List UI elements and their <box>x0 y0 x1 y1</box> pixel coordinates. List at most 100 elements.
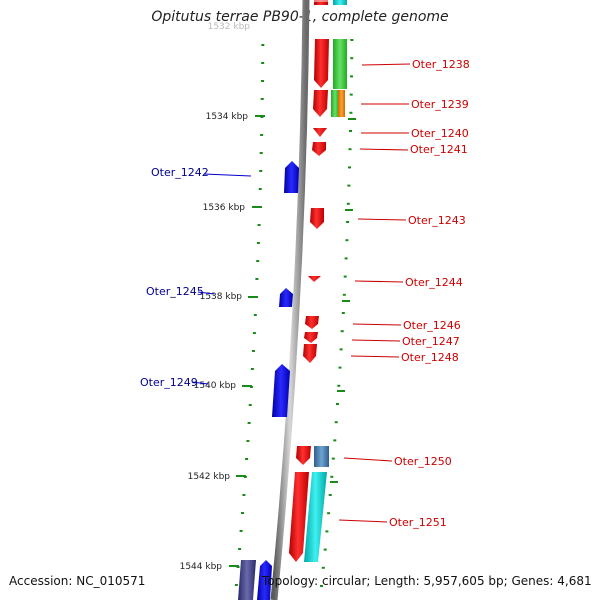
minor-tick-left-30 <box>234 584 238 586</box>
gene-oter-1238 <box>314 39 329 88</box>
minor-tick-left-17 <box>251 350 255 352</box>
minor-tick-right-19 <box>337 384 341 387</box>
minor-tick-left-2 <box>261 80 264 82</box>
minor-tick-left-20 <box>248 404 252 406</box>
minor-tick-right-27 <box>325 530 329 533</box>
minor-tick-right-15 <box>341 312 345 314</box>
minor-tick-right-4 <box>349 111 353 114</box>
scale-label-1534: 1534 kbp <box>206 112 249 122</box>
scale-label-1538: 1538 kbp <box>200 292 243 302</box>
gene-bottom-partial-navy <box>238 560 256 600</box>
label-oter-1240: Oter_1240 <box>411 127 469 140</box>
scale-ticks-right <box>320 39 354 587</box>
minor-tick-right-25 <box>328 494 332 496</box>
gene-oter-1245 <box>279 288 293 307</box>
minor-tick-right-17 <box>339 348 343 351</box>
leader-oter-1245 <box>197 291 215 295</box>
minor-tick-left-5 <box>260 134 264 136</box>
gene-oter-1239 <box>313 90 328 117</box>
gene-oter-1248 <box>303 344 317 363</box>
minor-tick-left-16 <box>252 332 256 334</box>
minor-tick-right-30 <box>320 585 323 587</box>
cds-green-2 <box>331 90 339 117</box>
minor-tick-right-24 <box>330 475 334 478</box>
minor-tick-right-0 <box>350 39 354 41</box>
gene-top-partial-highlight <box>314 0 328 2</box>
label-oter-1243: Oter_1243 <box>408 214 466 227</box>
minor-tick-left-13 <box>255 278 259 280</box>
gene-oter-1246 <box>305 316 319 329</box>
minor-tick-left-0 <box>261 44 265 46</box>
gene-oter-1243 <box>310 208 324 229</box>
leader-oter-1247 <box>351 339 401 342</box>
leader-oter-1244 <box>354 280 404 283</box>
scale-label-1532: 1532 kbp <box>208 22 251 32</box>
minor-tick-right-6 <box>348 148 352 151</box>
scale-label-1536: 1536 kbp <box>203 203 246 213</box>
scale-label-1544: 1544 kbp <box>180 562 223 572</box>
minor-tick-left-8 <box>258 188 262 190</box>
minor-tick-left-11 <box>256 242 260 244</box>
map-title: Opitutus terrae PB90-1, complete genome <box>151 9 449 25</box>
minor-tick-left-23 <box>245 458 249 460</box>
gene-top-partial-forward <box>314 0 328 5</box>
scale-ticks-left <box>234 44 265 586</box>
leader-oter-1251 <box>338 519 388 523</box>
label-oter-1249: Oter_1249 <box>140 376 198 389</box>
minor-tick-right-22 <box>333 439 337 442</box>
scale-label-1542: 1542 kbp <box>188 472 231 482</box>
cds-top-partial <box>333 0 347 5</box>
minor-tick-right-1 <box>350 57 354 60</box>
gene-oter-1240 <box>313 128 327 137</box>
label-oter-1248: Oter_1248 <box>401 351 459 364</box>
leader-oter-1248 <box>350 355 400 358</box>
minor-tick-left-6 <box>259 152 263 154</box>
genome-backbone <box>270 0 310 600</box>
genome-summary-text: Topology: circular; Length: 5,957,605 bp… <box>262 574 592 588</box>
minor-tick-left-27 <box>239 530 243 532</box>
minor-tick-left-28 <box>238 548 242 550</box>
minor-tick-right-9 <box>346 202 350 205</box>
gene-oter-1250 <box>296 446 311 465</box>
minor-tick-left-18 <box>250 368 254 370</box>
gene-oter-1241 <box>312 142 326 156</box>
minor-tick-right-2 <box>350 75 353 78</box>
minor-tick-left-10 <box>257 224 261 226</box>
gene-oter-1247 <box>304 332 318 343</box>
minor-tick-right-26 <box>327 512 331 515</box>
minor-tick-right-10 <box>346 221 350 223</box>
label-oter-1241: Oter_1241 <box>410 143 468 156</box>
minor-tick-left-7 <box>259 170 263 172</box>
label-oter-1238: Oter_1238 <box>412 58 470 71</box>
label-oter-1247: Oter_1247 <box>402 335 460 348</box>
minor-tick-right-3 <box>349 93 353 96</box>
minor-tick-left-1 <box>261 62 265 64</box>
minor-tick-right-21 <box>334 421 338 424</box>
minor-tick-right-16 <box>340 330 344 333</box>
minor-tick-right-14 <box>342 293 346 296</box>
label-oter-1244: Oter_1244 <box>405 276 463 289</box>
leader-oter-1241 <box>359 148 409 151</box>
minor-tick-right-28 <box>323 548 327 551</box>
minor-tick-left-22 <box>246 440 250 442</box>
gene-oter-1242 <box>284 161 299 193</box>
minor-tick-right-18 <box>338 366 342 369</box>
leader-oter-1249 <box>191 381 209 385</box>
minor-tick-right-11 <box>345 239 349 242</box>
label-oter-1250: Oter_1250 <box>394 455 452 468</box>
minor-tick-right-8 <box>347 184 351 187</box>
leader-oter-1238 <box>361 63 411 66</box>
label-oter-1251: Oter_1251 <box>389 516 447 529</box>
minor-tick-left-15 <box>253 314 257 316</box>
minor-tick-right-20 <box>336 403 339 405</box>
minor-tick-left-26 <box>241 512 244 514</box>
label-oter-1245: Oter_1245 <box>146 285 204 298</box>
accession-text: Accession: NC_010571 <box>9 574 146 588</box>
cds-green-1 <box>333 39 347 89</box>
label-oter-1239: Oter_1239 <box>411 98 469 111</box>
leader-oter-1243 <box>357 218 407 221</box>
leader-oter-1246 <box>352 323 402 326</box>
minor-tick-left-21 <box>247 422 251 424</box>
scale-label-1540: 1540 kbp <box>194 381 237 391</box>
